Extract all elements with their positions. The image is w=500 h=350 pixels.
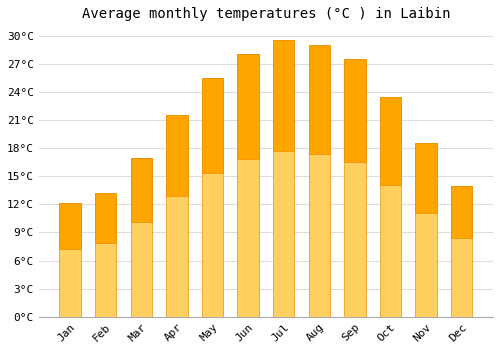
Bar (344, 59, 366, 162)
Bar (95, 193, 116, 243)
Bar (202, 78, 223, 317)
Bar (130, 159, 152, 317)
Bar (380, 97, 401, 185)
Bar (60, 203, 81, 317)
Bar (238, 54, 259, 317)
Bar (416, 144, 437, 317)
Bar (60, 203, 81, 249)
Bar (238, 54, 259, 159)
Bar (451, 186, 472, 317)
Bar (166, 115, 188, 196)
Bar (130, 159, 152, 222)
Bar (273, 40, 294, 317)
Title: Average monthly temperatures (°C ) in Laibin: Average monthly temperatures (°C ) in La… (82, 7, 450, 21)
Bar (95, 193, 116, 317)
Bar (308, 45, 330, 317)
Bar (202, 78, 223, 173)
Bar (416, 144, 437, 213)
Bar (166, 115, 188, 317)
Bar (273, 40, 294, 151)
Bar (451, 186, 472, 238)
Bar (344, 59, 366, 317)
Bar (380, 97, 401, 317)
Bar (308, 45, 330, 154)
